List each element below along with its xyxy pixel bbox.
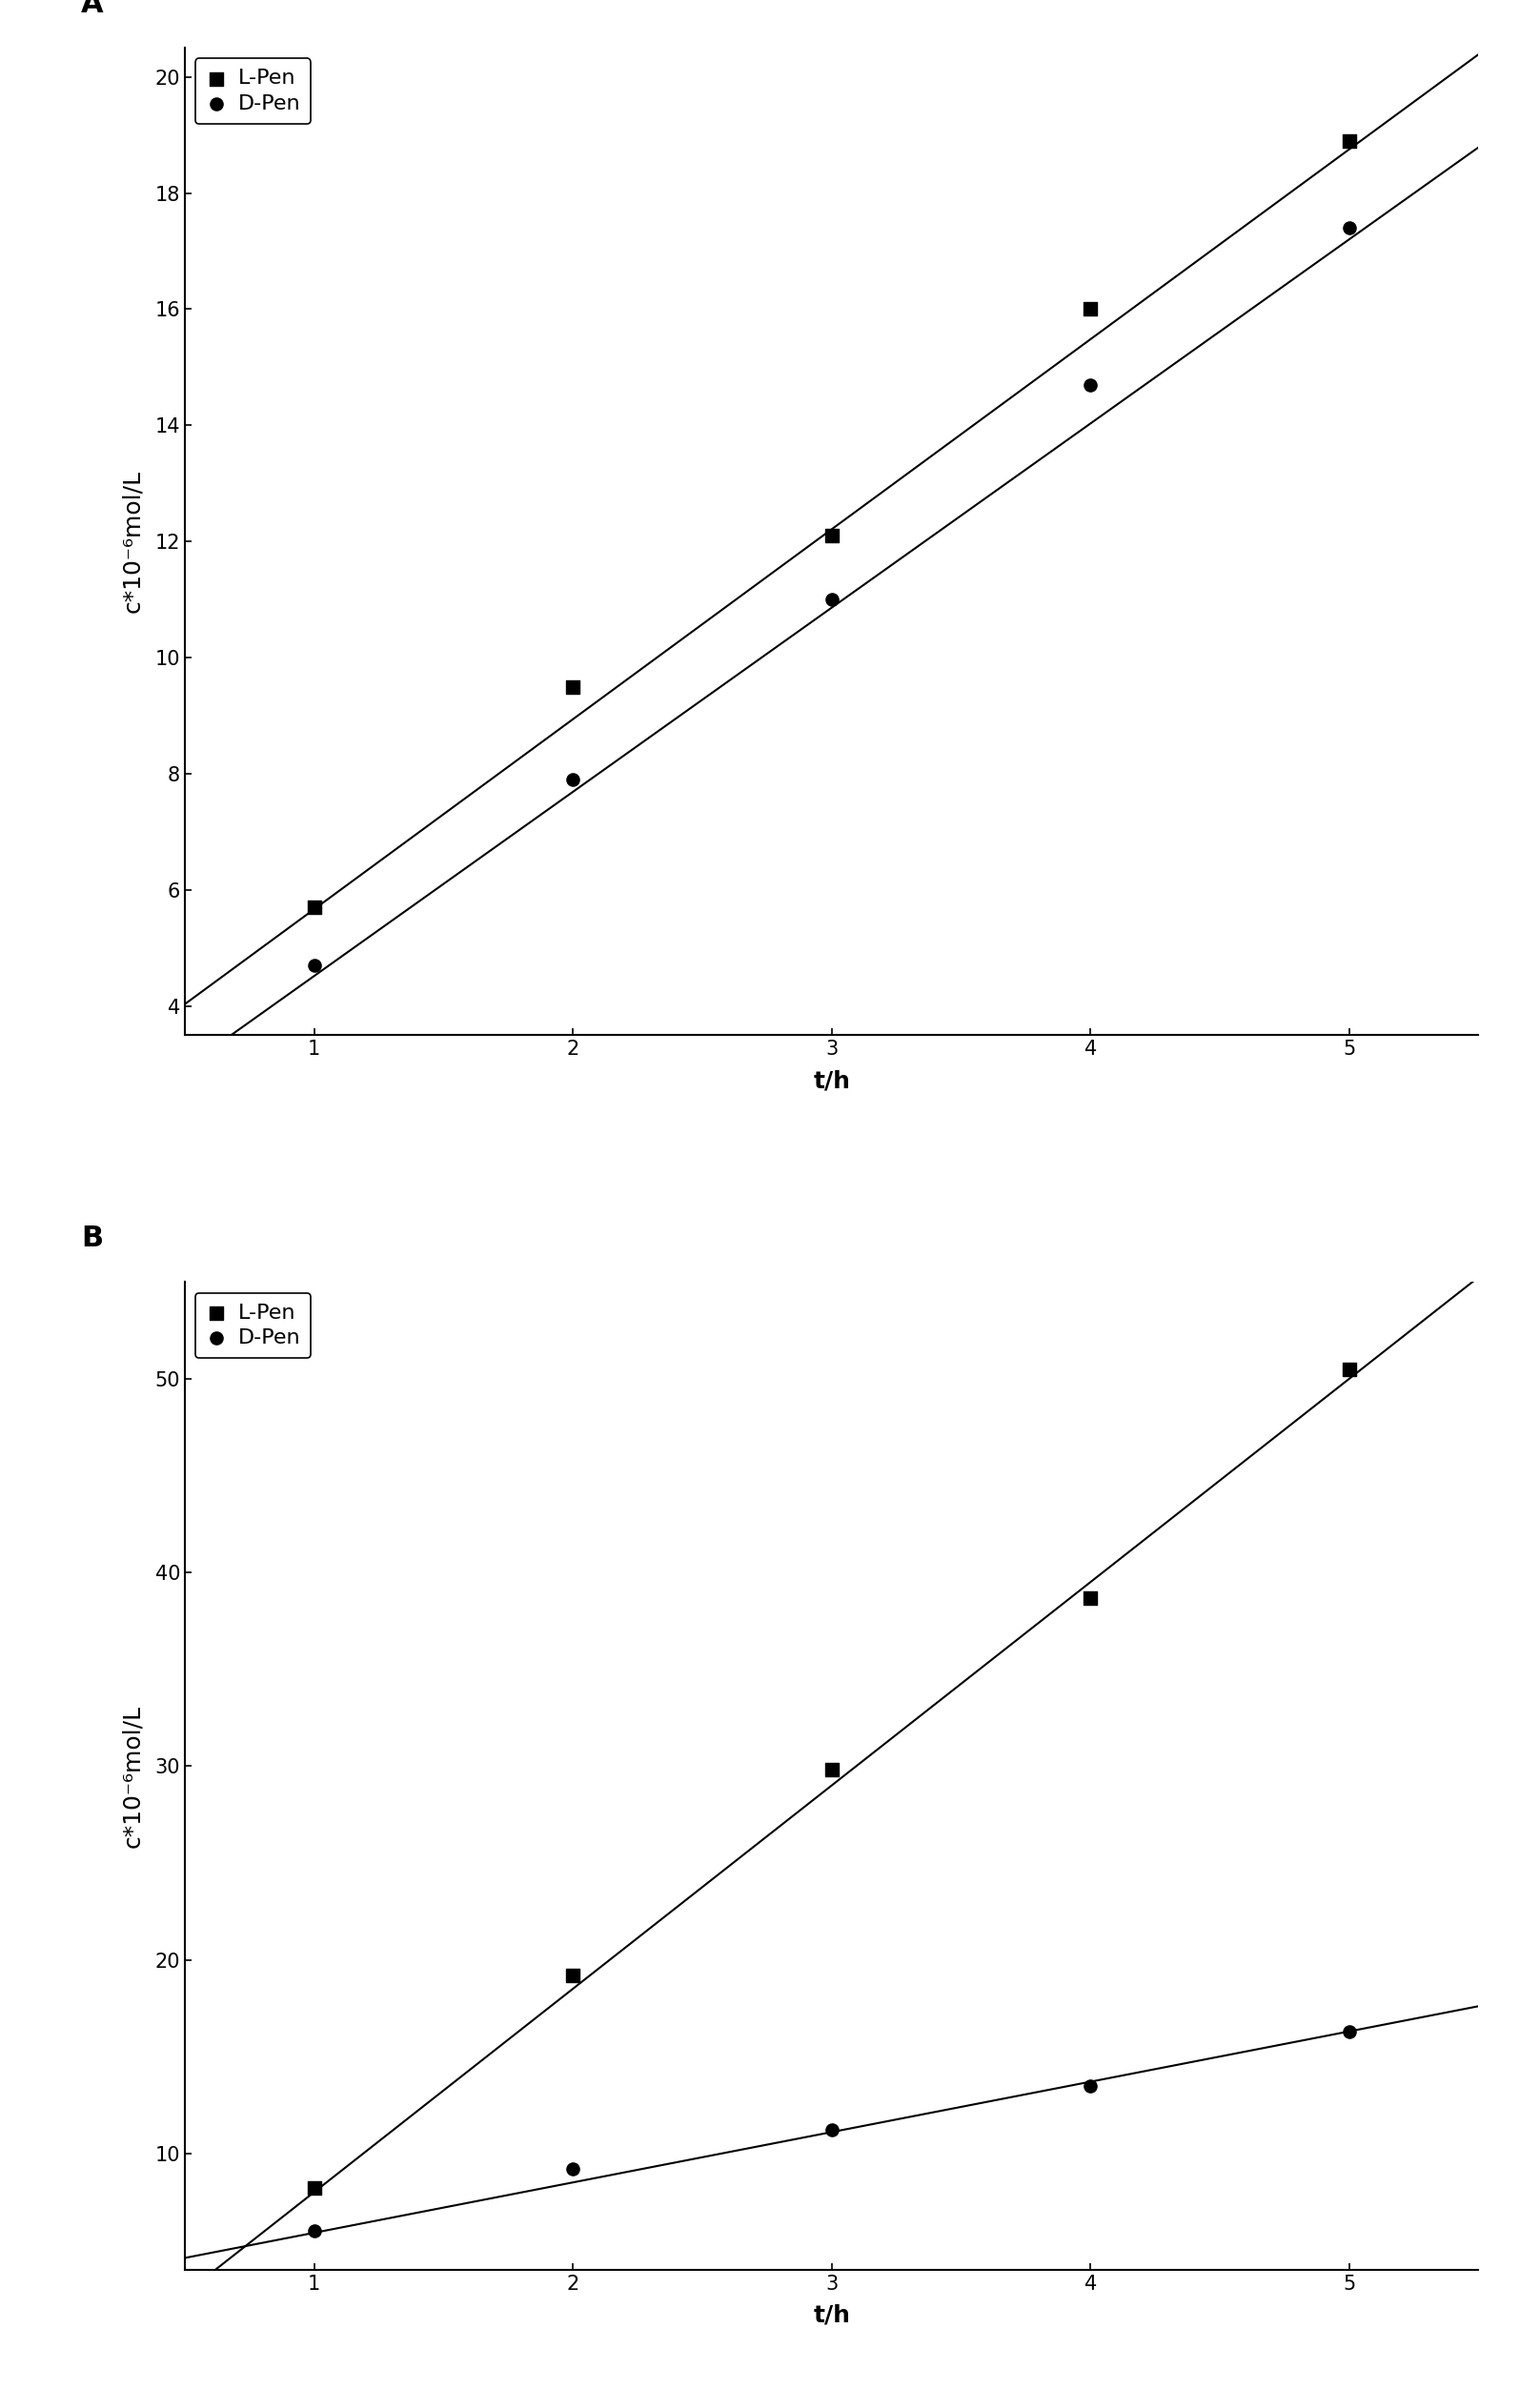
L-Pen	[819, 1751, 844, 1789]
L-Pen	[1078, 1579, 1103, 1617]
D-Pen	[302, 2212, 326, 2250]
L-Pen	[561, 667, 585, 705]
Text: B: B	[82, 1226, 103, 1252]
X-axis label: t/h: t/h	[813, 1070, 850, 1092]
D-Pen	[1078, 366, 1103, 404]
L-Pen	[1337, 1350, 1361, 1388]
Legend: L-Pen, D-Pen: L-Pen, D-Pen	[196, 1292, 311, 1359]
Y-axis label: c*10⁻⁶mol/L: c*10⁻⁶mol/L	[122, 471, 145, 614]
L-Pen	[561, 1957, 585, 1995]
Legend: L-Pen, D-Pen: L-Pen, D-Pen	[196, 57, 311, 124]
D-Pen	[561, 760, 585, 798]
D-Pen	[302, 946, 326, 984]
D-Pen	[1078, 2066, 1103, 2105]
L-Pen	[819, 516, 844, 554]
L-Pen	[302, 2169, 326, 2207]
D-Pen	[819, 2112, 844, 2150]
D-Pen	[1337, 208, 1361, 246]
Y-axis label: c*10⁻⁶mol/L: c*10⁻⁶mol/L	[122, 1703, 145, 1847]
D-Pen	[561, 2150, 585, 2188]
X-axis label: t/h: t/h	[813, 2303, 850, 2327]
L-Pen	[1078, 289, 1103, 327]
D-Pen	[1337, 2012, 1361, 2050]
L-Pen	[1337, 122, 1361, 160]
Text: A: A	[82, 0, 103, 19]
D-Pen	[819, 581, 844, 619]
L-Pen	[302, 889, 326, 927]
